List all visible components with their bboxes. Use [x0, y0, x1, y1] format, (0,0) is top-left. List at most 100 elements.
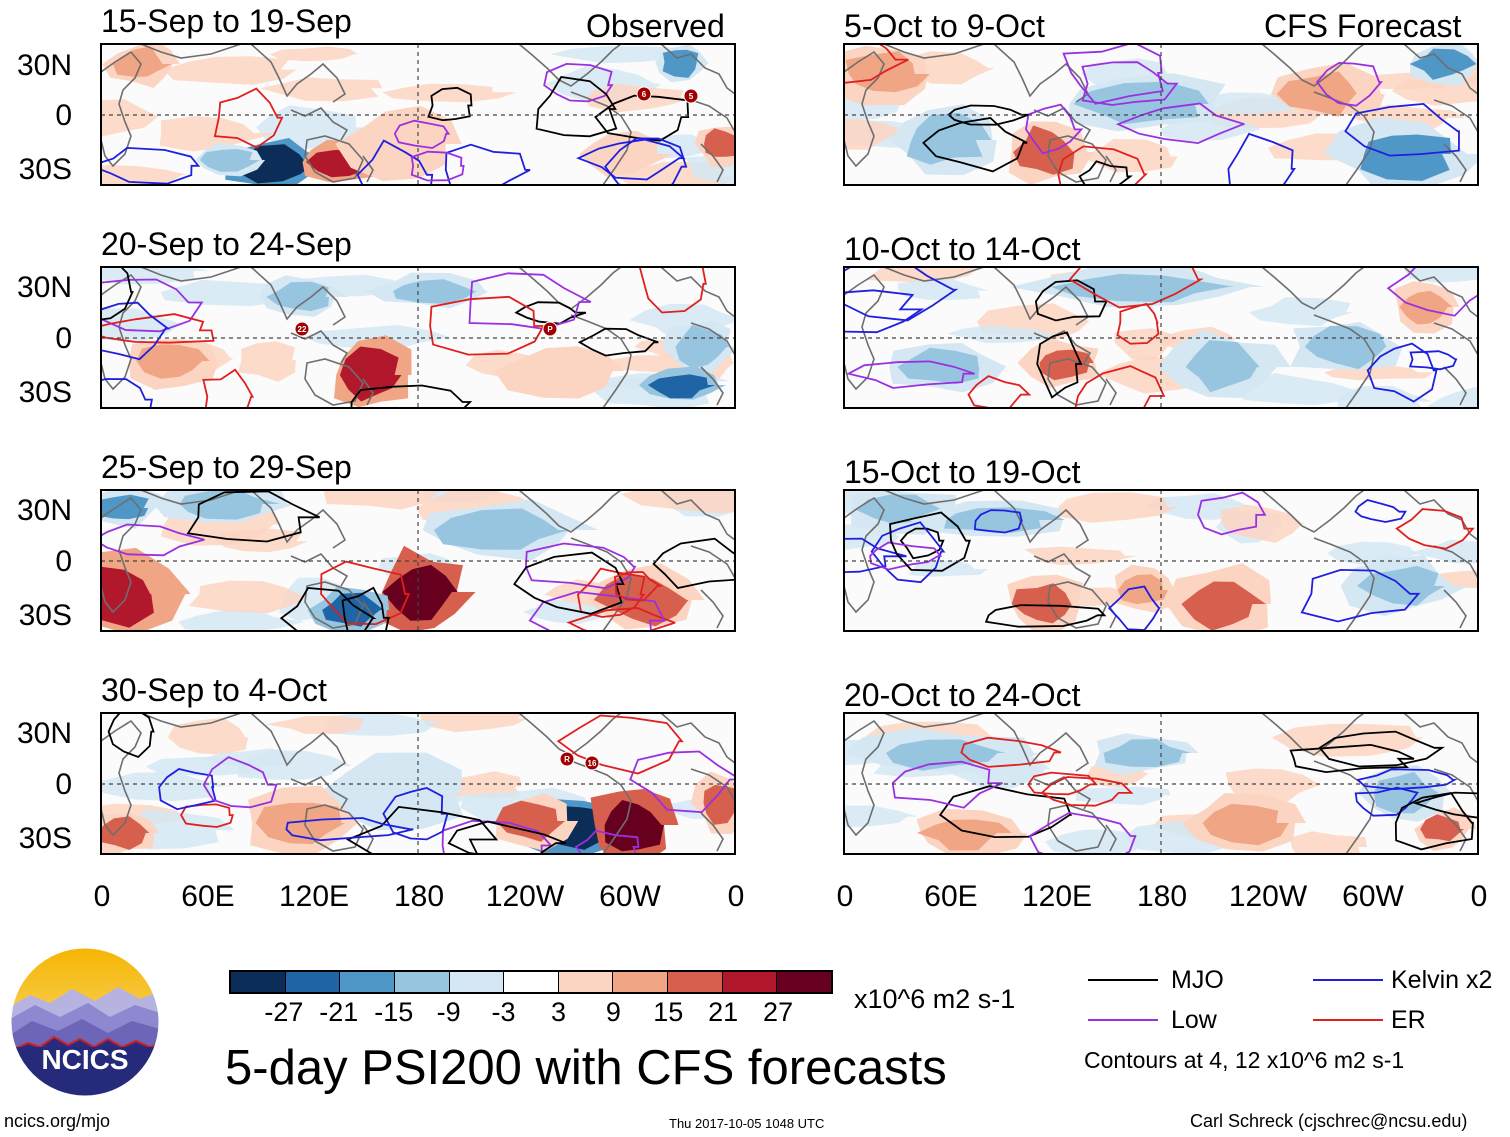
wave-contour [320, 560, 411, 626]
wave-contour [844, 44, 909, 84]
psi-anomaly-core [255, 802, 346, 845]
coastline [690, 545, 735, 579]
coastline [250, 44, 347, 103]
wave-contour [1227, 132, 1296, 185]
lon-label-60w: 60W [1342, 880, 1404, 913]
wave-contour [393, 119, 451, 149]
wave-contour [574, 829, 640, 854]
lon-label-60e: 60E [924, 880, 978, 913]
panel-title-fcst-2: 10-Oct to 14-Oct [844, 231, 1081, 267]
psi-anomaly-core [1073, 81, 1209, 125]
wave-contour [967, 375, 1032, 408]
panel-title-obs-4: 30-Sep to 4-Oct [101, 672, 327, 708]
lon-label-0: 0 [93, 880, 111, 913]
colorbar-tick-label: 27 [763, 997, 794, 1027]
coastline [660, 713, 735, 764]
colorbar-swatch [776, 972, 832, 992]
colorbar-swatch [284, 972, 340, 992]
map-panel-obs-4: R 16 [101, 713, 735, 854]
lon-label-0-end: 0 [1470, 880, 1488, 913]
coastline [660, 490, 735, 541]
psi-anomaly-core [1103, 739, 1192, 767]
coastline [304, 135, 364, 183]
wave-contour [844, 289, 925, 334]
coastline [250, 490, 347, 549]
storm-marker-label: P [547, 325, 553, 334]
ncics-logo[interactable]: NCICS [10, 947, 160, 1097]
psi-anomaly-core [1181, 581, 1266, 631]
wave-contour [350, 384, 473, 408]
wave-contour [845, 360, 975, 389]
coastline [700, 812, 724, 852]
lon-label-120w: 120W [1228, 880, 1308, 913]
coastline [700, 366, 724, 406]
wave-contour [444, 143, 531, 185]
psi-anomaly-core [519, 351, 608, 394]
psi-anomaly-fill [1249, 297, 1354, 327]
legend-label-er: ER [1391, 1006, 1426, 1034]
wave-contour [1394, 792, 1474, 851]
psi-anomaly-fill [256, 105, 369, 149]
panel-title-fcst-3: 15-Oct to 19-Oct [844, 454, 1081, 490]
wave-contour [576, 567, 646, 618]
wave-contour [1116, 302, 1160, 345]
coastline [690, 99, 735, 133]
wave-contour [613, 571, 664, 602]
colorbar-swatch [231, 972, 285, 992]
storm-marker-label: 22 [298, 325, 307, 334]
wave-contour [341, 586, 390, 631]
wave-contour [1078, 160, 1133, 185]
wave-contour [356, 139, 434, 185]
wave-contour [213, 87, 284, 149]
coastline [250, 267, 347, 326]
psi-anomaly-fill [178, 610, 306, 631]
wave-contour [1315, 61, 1384, 107]
wave-contour [629, 750, 735, 814]
coastline [1403, 490, 1478, 541]
colorbar-tick-label: 21 [708, 997, 739, 1027]
wave-contour [535, 76, 618, 138]
coastline [1443, 812, 1467, 852]
coastline [362, 155, 374, 183]
coastline [660, 267, 735, 318]
wave-contour [652, 537, 735, 589]
lat-label-30s: 30S [18, 822, 72, 855]
wave-contour [524, 542, 637, 590]
coastline [570, 314, 632, 408]
coastline [883, 713, 985, 728]
wave-contour [279, 587, 377, 631]
wave-contour [1356, 768, 1458, 791]
psi-anomaly-fill [1290, 831, 1367, 854]
coastline [362, 378, 374, 406]
colorbar-tick-label: -9 [436, 997, 461, 1027]
wave-contour [1034, 279, 1108, 322]
coastline [883, 490, 985, 505]
map-panel-fcst-2 [844, 267, 1478, 408]
coastline [570, 91, 632, 185]
lon-label-120e: 120E [278, 880, 350, 913]
footer-url[interactable]: ncics.org/mjo [4, 1111, 111, 1131]
coastline [140, 713, 242, 728]
lat-label-30n: 30N [16, 49, 72, 82]
wave-contour [180, 803, 235, 828]
psi-anomaly-fill [1058, 492, 1177, 523]
coastline [1403, 267, 1478, 318]
coastline [1105, 824, 1117, 852]
wave-contour [1344, 102, 1460, 157]
wave-contour [1028, 811, 1137, 854]
coastline [993, 490, 1090, 549]
lon-label-180: 180 [393, 880, 445, 913]
wave-contour [594, 94, 690, 142]
colorbar-swatch [448, 972, 504, 992]
lat-label-eq: 0 [55, 545, 72, 578]
coastline [844, 273, 885, 391]
psi-anomaly-core [897, 347, 980, 384]
psi-anomaly-fill [101, 99, 159, 137]
wave-contour [543, 62, 614, 103]
coastline [883, 44, 985, 59]
coastline [690, 768, 735, 802]
legend-line-er [1313, 1019, 1383, 1021]
colorbar-tick-label: 15 [653, 997, 684, 1027]
psi-anomaly-fill [1403, 267, 1478, 283]
wave-contour [1107, 585, 1161, 631]
